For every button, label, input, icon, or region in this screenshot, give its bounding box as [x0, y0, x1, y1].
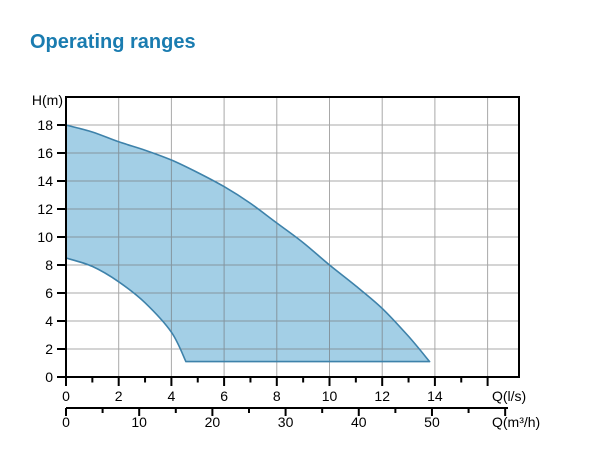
x-m3h-tick-label: 0	[62, 414, 70, 430]
x-ls-tick-label: 0	[62, 388, 70, 404]
x-m3h-tick-label: 50	[424, 414, 440, 430]
y-tick-label: 6	[45, 285, 53, 301]
x-ls-tick-label: 2	[115, 388, 123, 404]
x-ls-tick-label: 10	[322, 388, 338, 404]
y-axis-label: H(m)	[32, 92, 63, 108]
y-tick-label: 4	[45, 313, 53, 329]
gridlines	[66, 97, 519, 377]
x-axis-ls: 0 2 4 6 8 10 12 14 Q(l/s)	[62, 377, 526, 404]
chart-title: Operating ranges	[30, 31, 196, 53]
y-tick-label: 14	[37, 173, 53, 189]
y-tick-label: 0	[45, 369, 53, 385]
operating-range-outline	[65, 124, 431, 363]
x-ls-tick-label: 12	[374, 388, 390, 404]
y-tick-label: 8	[45, 257, 53, 273]
x-ls-tick-label: 8	[273, 388, 281, 404]
x-m3h-tick-label: 20	[205, 414, 221, 430]
x-ls-tick-label: 6	[220, 388, 228, 404]
x-ls-tick-label: 4	[168, 388, 176, 404]
operating-range-area	[66, 125, 430, 362]
x-axis-m3h: 0 10 20 30 40 50 Q(m³/h)	[62, 407, 540, 430]
x-m3h-tick-label: 10	[131, 414, 147, 430]
y-tick-label: 16	[37, 145, 53, 161]
y-axis: 0 2 4 6 8 10 12 14 16 18 H(m)	[32, 92, 66, 385]
x-ls-tick-label: 14	[427, 388, 443, 404]
x-m3h-tick-label: 30	[278, 414, 294, 430]
x-ls-axis-label: Q(l/s)	[492, 388, 526, 404]
y-tick-label: 12	[37, 201, 53, 217]
x-m3h-axis-label: Q(m³/h)	[492, 414, 540, 430]
y-tick-label: 18	[37, 117, 53, 133]
y-tick-label: 10	[37, 229, 53, 245]
y-tick-label: 2	[45, 341, 53, 357]
x-m3h-tick-label: 40	[351, 414, 367, 430]
